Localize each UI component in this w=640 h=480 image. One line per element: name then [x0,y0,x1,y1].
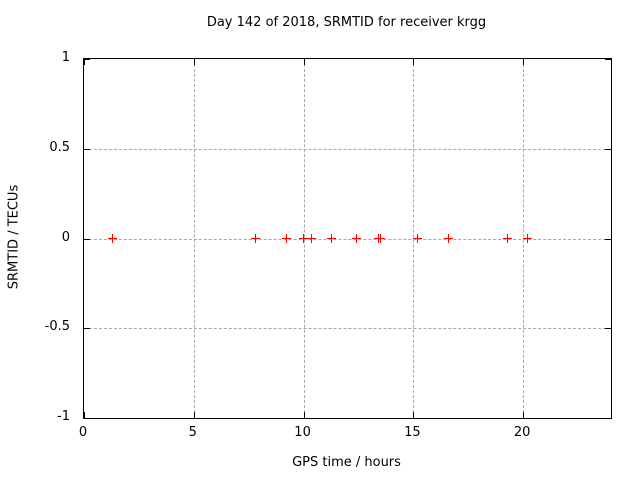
h-gridline [84,148,611,150]
data-point-marker [108,234,118,243]
chart-title: Day 142 of 2018, SRMTID for receiver krg… [206,15,487,30]
x-tick [413,59,415,65]
y-tick [84,148,90,150]
x-tick-label: 20 [513,425,531,440]
x-tick-label: 15 [404,425,421,440]
y-tick-label: -1 [57,409,70,424]
y-tick [84,418,90,419]
y-tick [605,328,611,330]
x-tick [413,412,415,418]
data-point-marker [351,234,361,243]
y-tick-label: -0.5 [44,319,70,335]
x-axis-label: GPS time / hours [292,455,401,470]
data-point-marker [281,234,291,243]
x-tick [84,59,85,65]
y-tick [605,418,611,419]
y-tick [605,59,611,60]
data-point-marker [503,234,513,243]
x-tick [303,59,305,65]
x-tick-label: 0 [78,425,88,440]
h-gridline [84,238,611,240]
x-tick [523,59,525,65]
x-tick-label: 5 [188,425,197,440]
data-point-marker [306,234,316,243]
x-tick [523,412,525,418]
y-tick [605,148,611,150]
y-tick [605,238,611,240]
y-tick [84,59,90,60]
x-tick [84,412,85,418]
x-tick [303,412,305,418]
data-point-marker [413,234,423,243]
data-point-marker [523,234,533,243]
data-point-marker [299,234,309,243]
x-tick [193,412,195,418]
data-point-marker [250,234,260,243]
h-gridline [84,328,611,330]
tick-layer [84,59,611,419]
y-axis-label: SRMTID / TECUs [6,184,22,290]
data-point-marker [444,234,453,243]
y-tick-label: 1 [61,50,70,65]
y-tick-label: 0 [61,229,70,245]
data-point-marker [375,234,385,243]
data-point-marker [326,234,336,243]
data-points-layer [84,59,611,418]
x-tick-label: 10 [294,425,311,440]
plot-area [83,58,612,419]
x-tick [193,59,195,65]
y-tick [84,328,90,330]
y-tick-label: 0.5 [49,139,70,155]
y-tick [84,238,90,240]
